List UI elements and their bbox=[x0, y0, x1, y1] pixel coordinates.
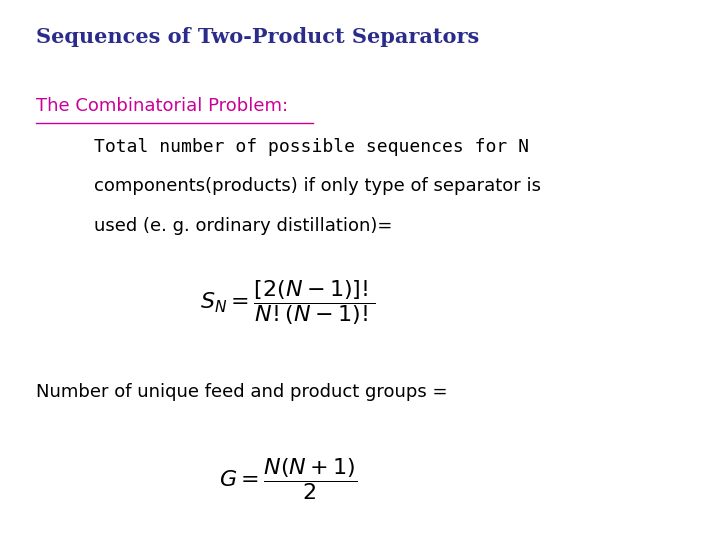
Text: components(products) if only type of separator is: components(products) if only type of sep… bbox=[94, 177, 541, 195]
Text: The Combinatorial Problem:: The Combinatorial Problem: bbox=[36, 97, 288, 115]
Text: used (e. g. ordinary distillation)=: used (e. g. ordinary distillation)= bbox=[94, 217, 392, 234]
Text: Sequences of Two-Product Separators: Sequences of Two-Product Separators bbox=[36, 27, 480, 47]
Text: $G = \dfrac{N(N+1)}{2}$: $G = \dfrac{N(N+1)}{2}$ bbox=[219, 456, 357, 502]
Text: Number of unique feed and product groups =: Number of unique feed and product groups… bbox=[36, 383, 448, 401]
Text: Total number of possible sequences for N: Total number of possible sequences for N bbox=[94, 138, 528, 156]
Text: $S_N = \dfrac{[2(N-1)]!}{N!(N-1)!}$: $S_N = \dfrac{[2(N-1)]!}{N!(N-1)!}$ bbox=[200, 278, 376, 327]
